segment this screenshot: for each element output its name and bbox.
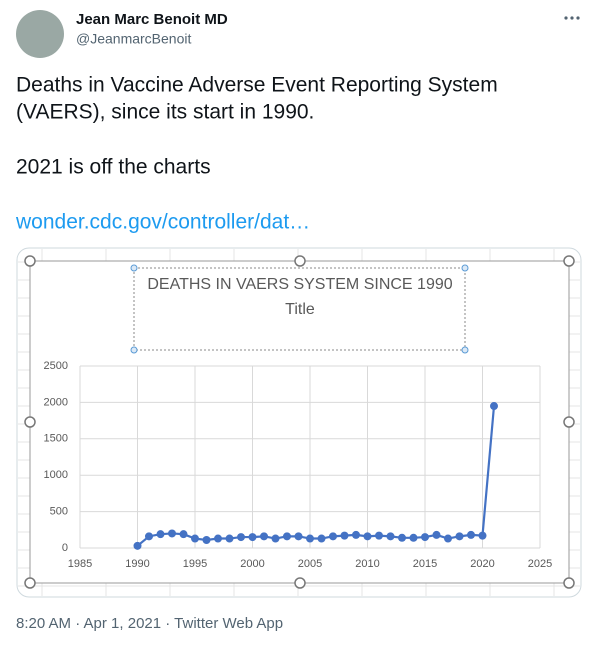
data-point <box>375 531 383 540</box>
data-point <box>409 533 418 542</box>
x-tick-label: 1995 <box>183 558 207 570</box>
data-point <box>432 530 441 539</box>
chart-subtitle: Title <box>285 301 315 318</box>
x-tick-label: 2020 <box>470 558 494 570</box>
data-point <box>145 532 153 541</box>
data-point <box>283 532 291 541</box>
x-tick-label: 2005 <box>298 558 322 570</box>
data-point <box>398 533 406 542</box>
data-point <box>386 532 395 541</box>
more-menu[interactable] <box>564 16 580 20</box>
data-point <box>248 533 257 542</box>
x-tick-label: 2000 <box>240 558 264 570</box>
author-handle[interactable]: @JeanmarcBenoit <box>76 31 191 47</box>
y-tick-label: 500 <box>50 506 68 518</box>
data-point <box>352 530 360 539</box>
data-point <box>421 533 429 542</box>
x-tick-label: 1990 <box>125 558 149 570</box>
data-point <box>214 534 222 543</box>
y-tick-label: 2500 <box>44 360 68 372</box>
tweet-link[interactable]: wonder.cdc.gov/controller/dat… <box>15 211 310 234</box>
data-point <box>168 529 176 538</box>
data-point <box>340 531 349 540</box>
data-point <box>444 534 452 543</box>
data-point <box>455 532 464 541</box>
x-tick-label: 2025 <box>528 558 552 570</box>
data-point <box>329 532 337 541</box>
x-tick-label: 2010 <box>355 558 379 570</box>
data-point <box>478 531 487 540</box>
data-point <box>306 534 314 543</box>
data-point <box>294 532 303 541</box>
chart-title: DEATHS IN VAERS SYSTEM SINCE 1990 <box>147 276 452 293</box>
data-point <box>156 530 165 539</box>
x-tick-label: 1985 <box>68 558 92 570</box>
data-point <box>317 534 326 543</box>
author-name[interactable]: Jean Marc Benoit MD <box>76 11 228 28</box>
title-box <box>133 267 466 351</box>
y-tick-label: 1500 <box>44 433 68 445</box>
selection-handles <box>24 255 575 589</box>
data-point <box>467 530 475 539</box>
data-point <box>271 534 280 543</box>
data-point <box>202 535 211 544</box>
y-tick-label: 0 <box>62 542 68 554</box>
tweet-text: Deaths in Vaccine Adverse Event Reportin… <box>16 74 498 97</box>
avatar[interactable] <box>16 10 64 58</box>
tweet-text: (VAERS), since its start in 1990. <box>16 101 314 124</box>
data-point <box>490 402 498 411</box>
data-point <box>179 530 188 539</box>
data-point <box>133 541 142 550</box>
title-handles <box>130 264 469 354</box>
x-tick-label: 2015 <box>413 558 437 570</box>
data-point <box>225 534 234 543</box>
y-tick-label: 1000 <box>44 469 68 481</box>
data-point <box>260 532 268 541</box>
chart-area <box>29 260 570 584</box>
y-tick-label: 2000 <box>44 396 68 408</box>
data-point <box>363 532 372 541</box>
data-point <box>237 533 245 542</box>
tweet-text: 2021 is off the charts <box>16 156 211 179</box>
tweet-footer: 8:20 AM · Apr 1, 2021 · Twitter Web App <box>16 615 283 632</box>
data-point <box>191 534 199 543</box>
